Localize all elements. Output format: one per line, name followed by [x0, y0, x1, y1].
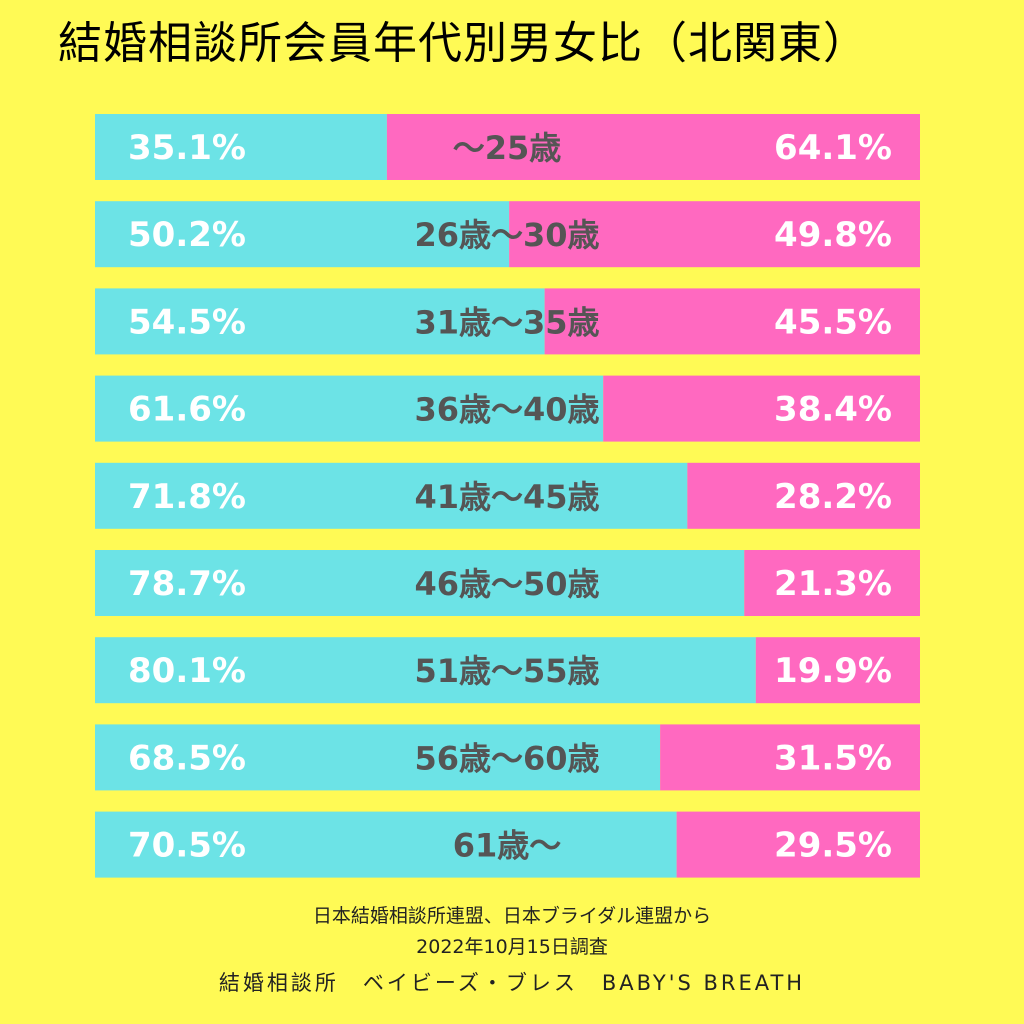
value-label-male: 70.5% — [128, 826, 246, 866]
value-label-female: 28.2% — [774, 477, 892, 517]
bar-row: 68.5% 56歳〜60歳 31.5% — [95, 724, 920, 791]
value-label-female: 45.5% — [774, 302, 892, 342]
chart-title: 結婚相談所会員年代別男女比（北関東） — [58, 18, 868, 69]
bar-row: 35.1% 〜25歳 64.1% — [95, 114, 920, 180]
category-label: 46歳〜50歳 — [414, 565, 599, 603]
bar-row: 78.7% 46歳〜50歳 21.3% — [95, 550, 920, 616]
value-label-female: 38.4% — [774, 390, 892, 430]
category-label: 36歳〜40歳 — [414, 391, 599, 429]
bar-row: 61.6% 36歳〜40歳 38.4% — [95, 375, 920, 442]
bar-male — [95, 811, 677, 878]
bar-male — [95, 550, 745, 616]
bar-male — [95, 114, 387, 180]
brand-name: 結婚相談所 ベイビーズ・ブレス BABY'S BREATH — [218, 971, 806, 995]
category-label: 26歳〜30歳 — [414, 216, 599, 254]
survey-date: 2022年10月15日調査 — [416, 936, 608, 958]
value-label-male: 80.1% — [128, 651, 246, 691]
bar-female — [755, 637, 920, 704]
value-label-female: 64.1% — [774, 128, 892, 168]
bar-female — [687, 462, 920, 529]
value-label-male: 61.6% — [128, 390, 246, 430]
bar-male — [95, 462, 688, 529]
category-label: 51歳〜55歳 — [414, 652, 599, 690]
bar-row: 70.5% 61歳〜 29.5% — [95, 811, 920, 878]
category-label: 56歳〜60歳 — [414, 739, 599, 777]
bar-male — [95, 288, 545, 355]
value-label-male: 68.5% — [128, 738, 246, 778]
category-label: 31歳〜35歳 — [414, 303, 599, 341]
value-label-male: 50.2% — [128, 215, 246, 255]
bar-row: 50.2% 26歳〜30歳 49.8% — [95, 201, 920, 268]
bar-female — [744, 550, 920, 616]
bar-male — [95, 724, 661, 791]
category-label: 〜25歳 — [453, 129, 562, 167]
bar-female — [676, 811, 920, 878]
category-label: 41歳〜45歳 — [414, 478, 599, 516]
bar-female — [660, 724, 920, 791]
value-label-female: 29.5% — [774, 826, 892, 866]
bar-row: 80.1% 51歳〜55歳 19.9% — [95, 637, 920, 704]
value-label-female: 21.3% — [774, 564, 892, 604]
source-note: 日本結婚相談所連盟、日本ブライダル連盟から — [312, 905, 712, 927]
bar-row: 54.5% 31歳〜35歳 45.5% — [95, 288, 920, 355]
value-label-male: 78.7% — [128, 564, 246, 604]
bar-male — [95, 201, 510, 268]
value-label-male: 35.1% — [128, 128, 246, 168]
value-label-male: 54.5% — [128, 302, 246, 342]
bar-row: 71.8% 41歳〜45歳 28.2% — [95, 462, 920, 529]
category-label: 61歳〜 — [453, 827, 562, 865]
value-label-female: 49.8% — [774, 215, 892, 255]
value-label-male: 71.8% — [128, 477, 246, 517]
value-label-female: 19.9% — [774, 651, 892, 691]
bar-female — [544, 288, 920, 355]
bar-male — [95, 375, 604, 442]
value-label-female: 31.5% — [774, 738, 892, 778]
bar-female — [386, 114, 920, 180]
bar-female — [509, 201, 920, 268]
bar-male — [95, 637, 756, 704]
bar-female — [603, 375, 920, 442]
